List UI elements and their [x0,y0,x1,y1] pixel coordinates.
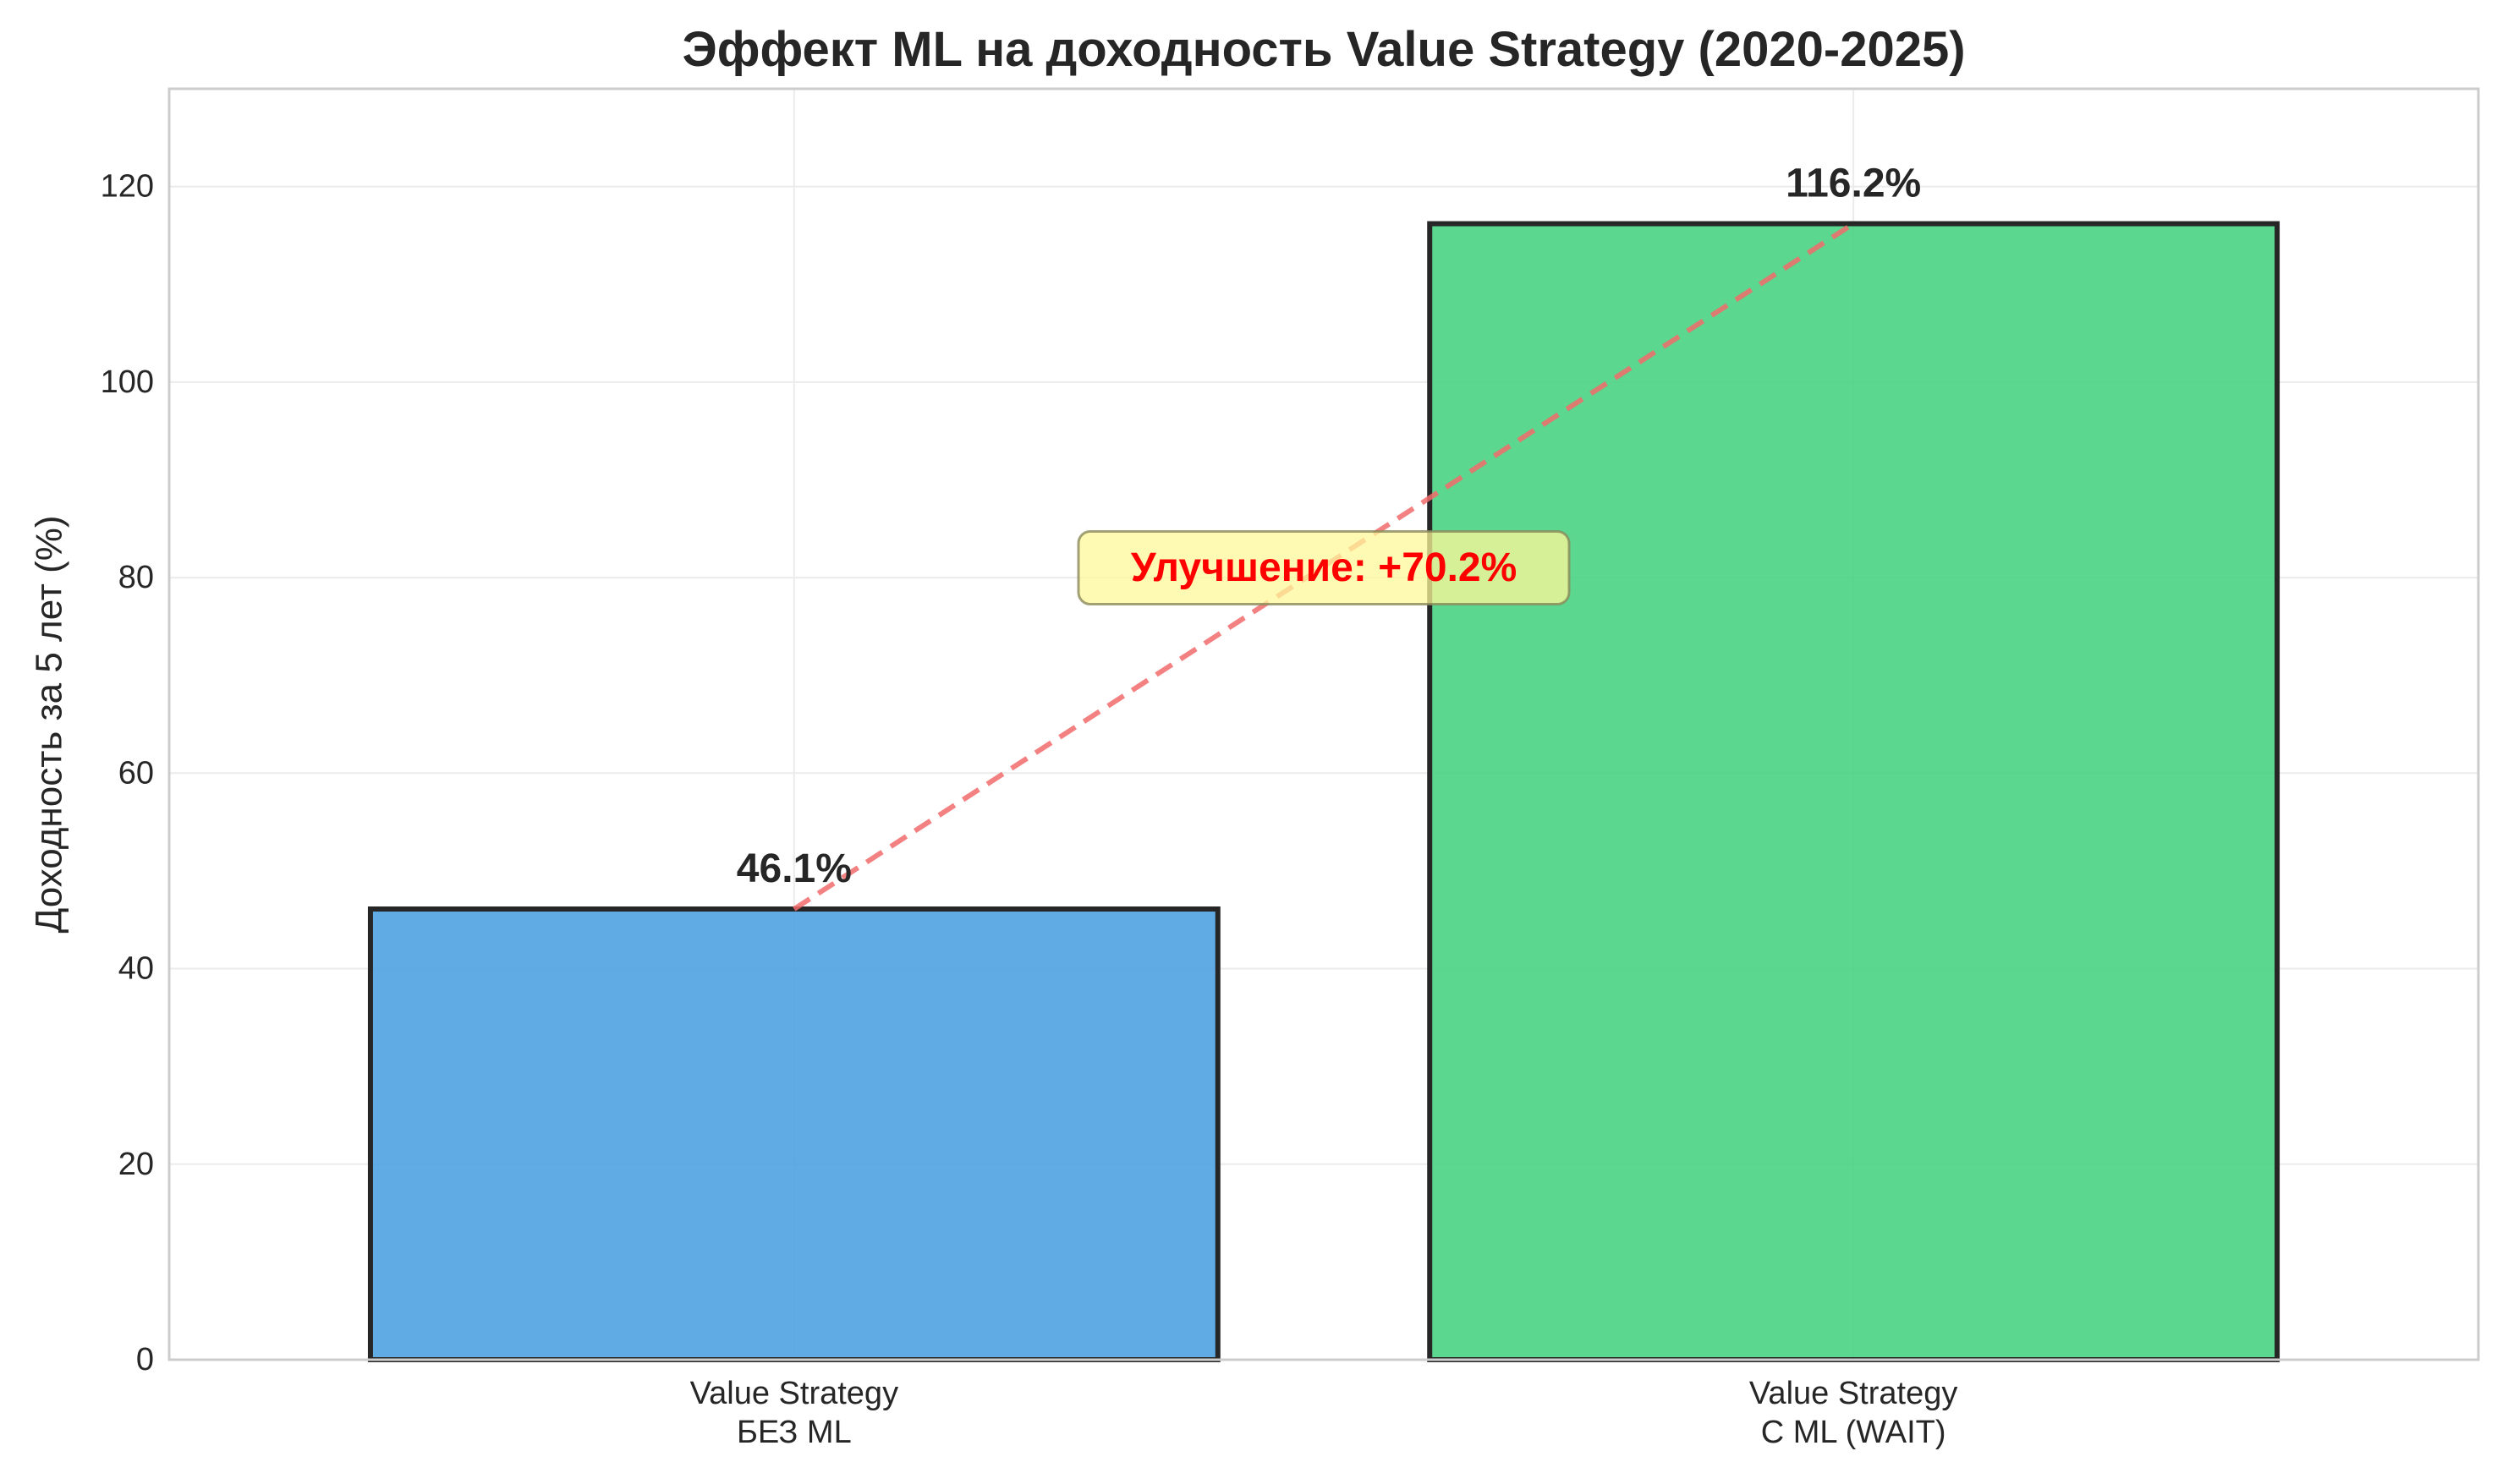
y-tick-label-3: 60 [118,755,154,791]
value-labels: 46.1% 116.2% [737,162,1921,891]
bars [367,221,2280,1363]
value-label-0: 46.1% [737,846,852,891]
y-tick-label-6: 120 [101,169,154,205]
plot-frame [167,87,2480,1361]
connector-line [793,222,1855,912]
value-label-1: 116.2% [1786,162,1921,206]
x-tick-label-1: Value Strategy С ML (WAIT) [1749,1376,1957,1450]
connector-line-group [793,222,1855,912]
x-tick-labels: Value Strategy БЕЗ ML Value Strategy С ML (… [690,1376,1958,1450]
y-tick-label-5: 100 [101,364,154,400]
y-tick-label-0: 0 [136,1342,154,1377]
chart-title: Эффект ML на доходность Value Strategy (… [682,22,1965,77]
x-tick-label-1-line-1: С ML (WAIT) [1761,1415,1946,1450]
annotation-group: Улучшение: +70.2% [1077,530,1571,606]
y-axis-label: Доходность за 5 лет (%) [29,515,70,933]
annotation-text: Улучшение: +70.2% [1131,545,1517,590]
annotation-box [1077,530,1571,606]
x-tick-label-1-line-0: Value Strategy [1749,1376,1957,1411]
x-tick-label-0-line-0: Value Strategy [690,1376,898,1411]
bar-0 [367,906,1221,1362]
y-tick-labels: 0 20 40 60 80 100 120 [101,169,154,1377]
x-tick-label-0-line-1: БЕЗ ML [737,1415,852,1450]
x-tick-label-0: Value Strategy БЕЗ ML [690,1376,898,1450]
bar-1 [1427,221,2280,1363]
y-tick-label-1: 20 [118,1147,154,1182]
y-tick-label-2: 40 [118,951,154,987]
y-tick-label-4: 80 [118,560,154,595]
